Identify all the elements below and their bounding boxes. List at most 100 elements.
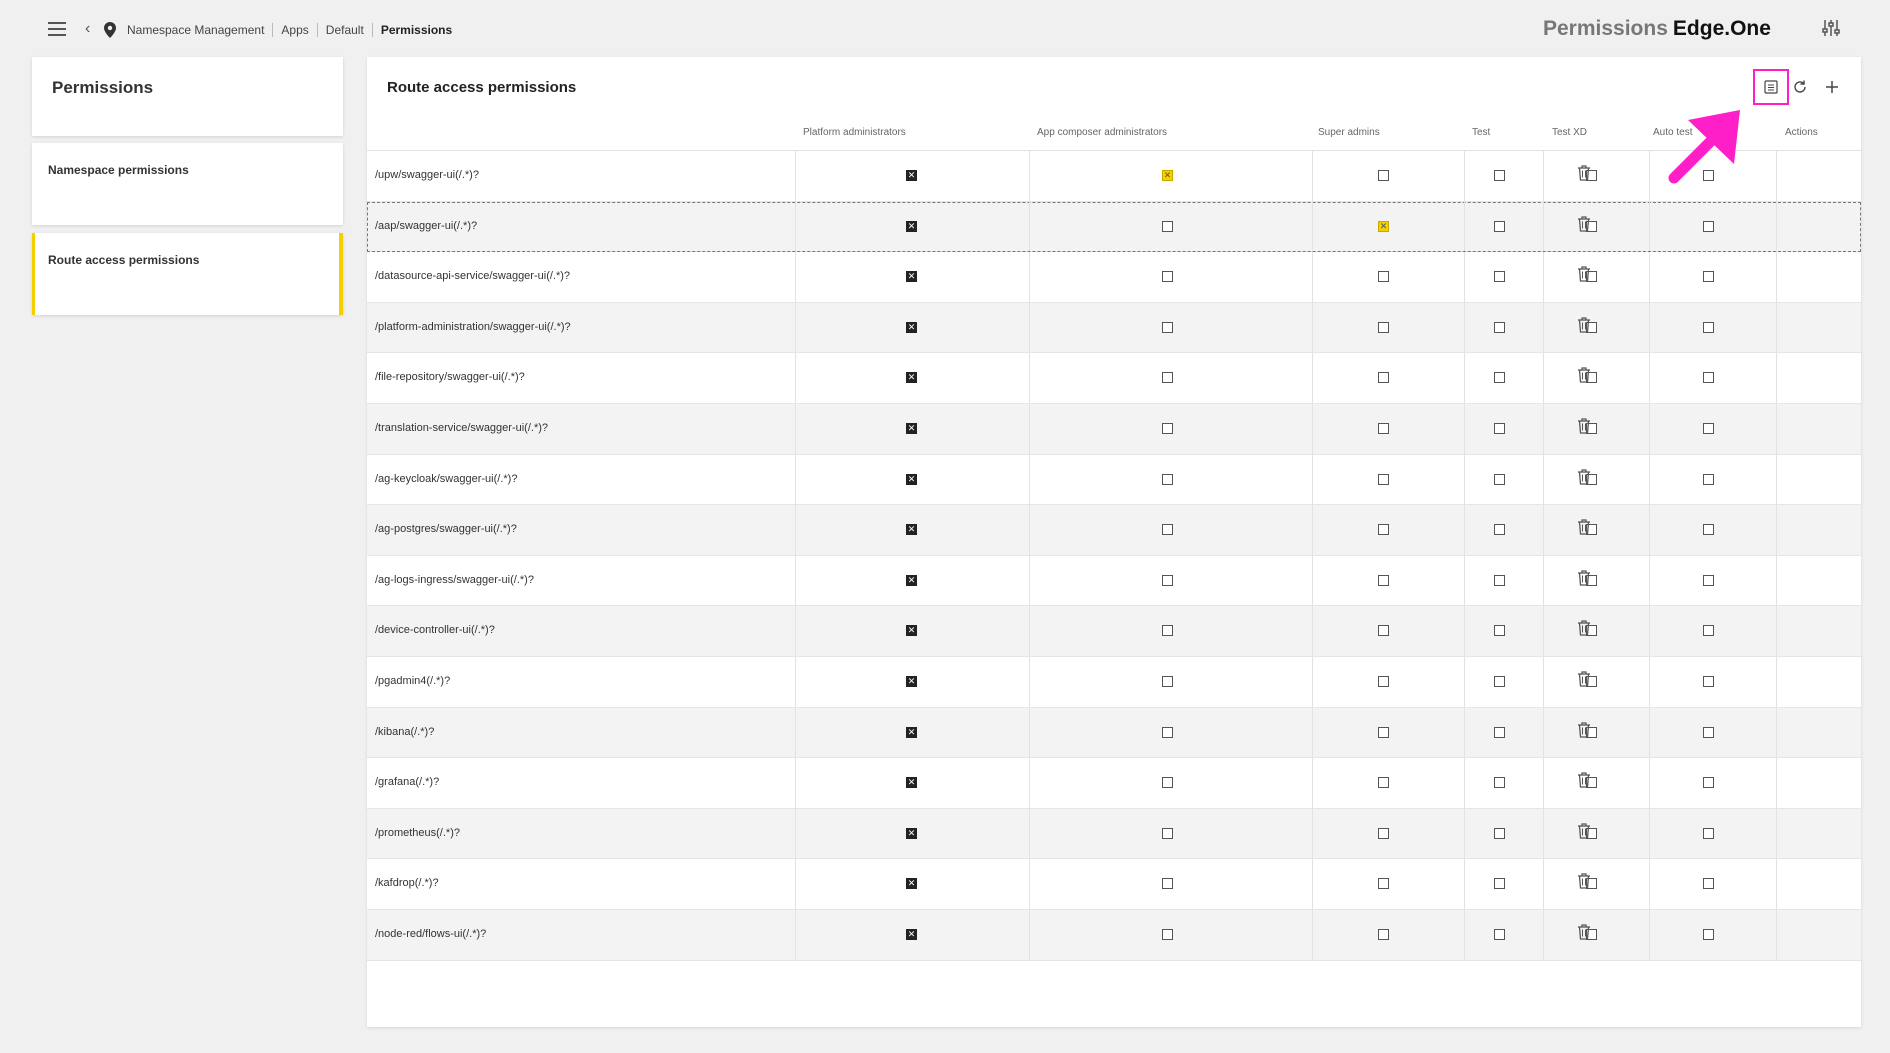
permission-checkbox[interactable] bbox=[1703, 271, 1714, 283]
trash-icon[interactable] bbox=[1577, 873, 1591, 889]
permission-checkbox[interactable] bbox=[1494, 422, 1505, 434]
permission-checkbox[interactable] bbox=[1378, 726, 1389, 738]
permission-checkbox[interactable] bbox=[1162, 878, 1173, 890]
permission-checkbox[interactable] bbox=[1378, 170, 1389, 181]
permission-checkbox[interactable] bbox=[1586, 170, 1597, 181]
trash-icon[interactable] bbox=[1577, 823, 1591, 839]
permission-checkbox[interactable] bbox=[1378, 271, 1389, 283]
table-row[interactable]: /ag-postgres/swagger-ui(/.*)? bbox=[367, 505, 1861, 556]
table-row[interactable]: /node-red/flows-ui(/.*)? bbox=[367, 909, 1861, 961]
permission-checkbox[interactable] bbox=[1378, 372, 1389, 384]
permission-checkbox[interactable] bbox=[1162, 777, 1173, 789]
permission-checkbox[interactable] bbox=[906, 321, 917, 333]
chevron-left-icon[interactable]: ‹ bbox=[85, 20, 91, 37]
trash-icon[interactable] bbox=[1577, 165, 1591, 181]
permission-checkbox[interactable] bbox=[1162, 675, 1173, 687]
permission-checkbox[interactable] bbox=[1703, 625, 1714, 637]
permission-checkbox[interactable] bbox=[1586, 473, 1597, 485]
permission-checkbox[interactable] bbox=[1586, 928, 1597, 940]
table-row[interactable]: /aap/swagger-ui(/.*)? bbox=[367, 201, 1861, 253]
save-button[interactable] bbox=[1753, 69, 1789, 105]
permission-checkbox[interactable] bbox=[1378, 524, 1389, 536]
permission-checkbox[interactable] bbox=[906, 574, 917, 586]
trash-icon[interactable] bbox=[1577, 215, 1591, 232]
permission-checkbox[interactable] bbox=[1162, 574, 1173, 586]
permission-checkbox[interactable] bbox=[1378, 827, 1389, 839]
table-row[interactable]: /ag-keycloak/swagger-ui(/.*)? bbox=[367, 454, 1861, 506]
sidebar-item-route-access-permissions[interactable]: Route access permissions bbox=[32, 233, 343, 315]
permission-checkbox[interactable] bbox=[1586, 321, 1597, 333]
permission-checkbox[interactable] bbox=[1494, 675, 1505, 687]
permission-checkbox[interactable] bbox=[1494, 271, 1505, 283]
permission-checkbox[interactable] bbox=[1378, 777, 1389, 789]
table-row[interactable]: /datasource-api-service/swagger-ui(/.*)? bbox=[367, 252, 1861, 303]
permission-checkbox[interactable] bbox=[1162, 726, 1173, 738]
permission-checkbox[interactable] bbox=[1586, 878, 1597, 890]
table-row[interactable]: /ag-logs-ingress/swagger-ui(/.*)? bbox=[367, 555, 1861, 607]
permission-checkbox[interactable] bbox=[1586, 271, 1597, 283]
permission-checkbox[interactable] bbox=[1378, 220, 1389, 232]
permission-checkbox[interactable] bbox=[1162, 827, 1173, 839]
permission-checkbox[interactable] bbox=[1703, 524, 1714, 536]
table-row[interactable]: /translation-service/swagger-ui(/.*)? bbox=[367, 403, 1861, 455]
permission-checkbox[interactable] bbox=[1494, 524, 1505, 536]
table-row[interactable]: /kafdrop(/.*)? bbox=[367, 859, 1861, 910]
permission-checkbox[interactable] bbox=[1586, 827, 1597, 839]
permission-checkbox[interactable] bbox=[1703, 878, 1714, 890]
permission-checkbox[interactable] bbox=[1162, 169, 1173, 181]
permission-checkbox[interactable] bbox=[1162, 372, 1173, 384]
trash-icon[interactable] bbox=[1577, 266, 1591, 282]
permission-checkbox[interactable] bbox=[1586, 372, 1597, 384]
permission-checkbox[interactable] bbox=[1378, 928, 1389, 940]
permission-checkbox[interactable] bbox=[906, 928, 917, 940]
permission-checkbox[interactable] bbox=[1378, 675, 1389, 687]
permission-checkbox[interactable] bbox=[1703, 574, 1714, 586]
sidebar-item-namespace-permissions[interactable]: Namespace permissions bbox=[32, 143, 343, 225]
permission-checkbox[interactable] bbox=[1586, 675, 1597, 687]
table-row[interactable]: /file-repository/swagger-ui(/.*)? bbox=[367, 353, 1861, 404]
permission-checkbox[interactable] bbox=[1494, 625, 1505, 637]
breadcrumb-namespace-management[interactable]: Namespace Management bbox=[127, 23, 265, 37]
permission-checkbox[interactable] bbox=[906, 827, 917, 839]
trash-icon[interactable] bbox=[1577, 924, 1591, 940]
permission-checkbox[interactable] bbox=[1378, 574, 1389, 586]
permission-checkbox[interactable] bbox=[906, 877, 917, 890]
table-row[interactable]: /grafana(/.*)? bbox=[367, 758, 1861, 809]
permission-checkbox[interactable] bbox=[1162, 422, 1173, 434]
permission-checkbox[interactable] bbox=[1586, 777, 1597, 789]
trash-icon[interactable] bbox=[1577, 468, 1591, 485]
permission-checkbox[interactable] bbox=[1378, 473, 1389, 485]
permission-checkbox[interactable] bbox=[906, 776, 917, 789]
sliders-icon[interactable] bbox=[1822, 19, 1840, 37]
trash-icon[interactable] bbox=[1577, 620, 1591, 636]
permission-checkbox[interactable] bbox=[1494, 878, 1505, 890]
permission-checkbox[interactable] bbox=[1378, 878, 1389, 890]
permission-checkbox[interactable] bbox=[1703, 473, 1714, 485]
permission-checkbox[interactable] bbox=[1494, 827, 1505, 839]
permission-checkbox[interactable] bbox=[906, 169, 917, 181]
permission-checkbox[interactable] bbox=[906, 473, 917, 485]
permission-checkbox[interactable] bbox=[1162, 220, 1173, 232]
permission-checkbox[interactable] bbox=[1494, 574, 1505, 586]
permission-checkbox[interactable] bbox=[906, 624, 917, 637]
permission-checkbox[interactable] bbox=[1162, 473, 1173, 485]
refresh-button[interactable] bbox=[1782, 69, 1818, 105]
breadcrumb-apps[interactable]: Apps bbox=[281, 23, 309, 37]
permission-checkbox[interactable] bbox=[1586, 524, 1597, 536]
permission-checkbox[interactable] bbox=[1162, 271, 1173, 283]
permission-checkbox[interactable] bbox=[1378, 625, 1389, 637]
trash-icon[interactable] bbox=[1577, 671, 1591, 687]
permission-checkbox[interactable] bbox=[1378, 321, 1389, 333]
permission-checkbox[interactable] bbox=[1494, 777, 1505, 789]
table-row[interactable]: /pgadmin4(/.*)? bbox=[367, 656, 1861, 708]
permission-checkbox[interactable] bbox=[1494, 928, 1505, 940]
permission-checkbox[interactable] bbox=[1494, 372, 1505, 384]
permission-checkbox[interactable] bbox=[1703, 220, 1714, 232]
permission-checkbox[interactable] bbox=[1703, 170, 1714, 181]
permission-checkbox[interactable] bbox=[1586, 574, 1597, 586]
table-row[interactable]: /device-controller-ui(/.*)? bbox=[367, 606, 1861, 657]
permission-checkbox[interactable] bbox=[1494, 321, 1505, 333]
permission-checkbox[interactable] bbox=[1162, 928, 1173, 940]
permission-checkbox[interactable] bbox=[906, 220, 917, 232]
permission-checkbox[interactable] bbox=[906, 726, 917, 738]
